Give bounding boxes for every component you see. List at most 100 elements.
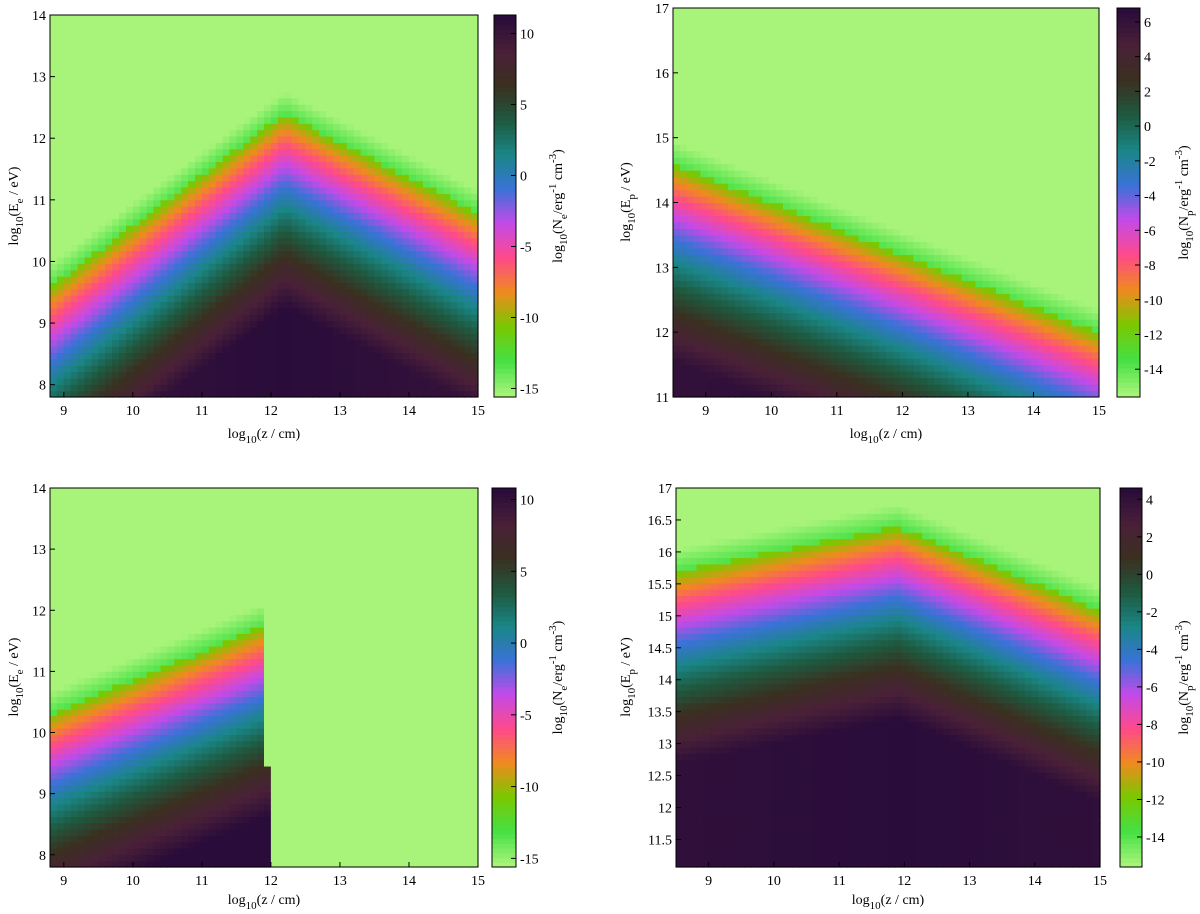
heatmap-cell	[707, 280, 715, 288]
heatmap-cell	[714, 319, 722, 327]
heatmap-cell	[208, 206, 217, 213]
heatmap-cell	[139, 180, 148, 188]
heatmap-cell	[346, 104, 355, 112]
heatmap-cell	[139, 244, 148, 252]
heatmap-cell	[374, 384, 382, 392]
heatmap-cell	[243, 326, 251, 334]
heatmap-cell	[112, 250, 120, 258]
heatmap-cell	[91, 65, 99, 73]
heatmap-cell	[270, 15, 279, 22]
heatmap-cell	[339, 237, 348, 245]
heatmap-cell	[700, 390, 708, 398]
heatmap-cell	[769, 254, 777, 262]
heatmap-cell	[721, 124, 729, 132]
heatmap-cell	[291, 78, 300, 86]
heatmap-cell	[693, 338, 702, 346]
heatmap-cell	[395, 269, 403, 277]
heatmap-cell	[346, 72, 355, 80]
heatmap-cell	[119, 256, 127, 264]
heatmap-cell	[215, 269, 224, 277]
heatmap-cell	[215, 352, 224, 360]
heatmap-cell	[132, 244, 141, 252]
heatmap-cell	[84, 129, 93, 137]
heatmap-cell	[755, 111, 763, 119]
heatmap-cell	[208, 314, 217, 322]
heatmap-cell	[415, 384, 424, 392]
heatmap-cell	[367, 59, 376, 67]
heatmap-cell	[277, 46, 286, 54]
heatmap-cell	[686, 234, 695, 242]
heatmap-cell	[112, 218, 120, 226]
heatmap-cell	[160, 326, 168, 334]
heatmap-cell	[215, 326, 224, 334]
heatmap-cell	[471, 116, 479, 124]
heatmap-cell	[194, 59, 203, 67]
heatmap-cell	[333, 212, 341, 220]
heatmap-cell	[443, 167, 451, 175]
heatmap-cell	[222, 250, 231, 258]
heatmap-cell	[229, 91, 237, 99]
heatmap-cell	[686, 196, 695, 204]
colorbar-segment	[494, 124, 516, 131]
colorbar-segment	[494, 225, 516, 231]
heatmap-cell	[319, 371, 327, 379]
heatmap-cell	[270, 186, 279, 194]
heatmap-cell	[229, 167, 237, 175]
heatmap-cell	[125, 212, 134, 220]
heatmap-cell	[741, 221, 750, 230]
heatmap-cell	[381, 288, 389, 296]
heatmap-cell	[762, 273, 770, 281]
heatmap-cell	[388, 256, 396, 264]
heatmap-cell	[436, 148, 445, 156]
heatmap-cell	[194, 116, 203, 124]
heatmap-cell	[457, 225, 465, 233]
heatmap-cell	[194, 180, 203, 188]
heatmap-cell	[264, 339, 272, 347]
heatmap-cell	[776, 332, 784, 340]
colorbar-tick-label: -15	[520, 382, 539, 397]
heatmap-cell	[339, 15, 348, 22]
heatmap-cell	[270, 142, 279, 150]
heatmap-cell	[264, 307, 272, 315]
heatmap-cell	[679, 260, 688, 268]
heatmap-cell	[284, 282, 293, 290]
heatmap-cell	[436, 53, 445, 61]
heatmap-cell	[776, 53, 784, 61]
heatmap-cell	[125, 314, 134, 322]
heatmap-cell	[236, 390, 244, 398]
heatmap-cell	[326, 358, 334, 366]
heatmap-cell	[333, 352, 341, 360]
y-tick-label: 14	[32, 9, 46, 24]
heatmap-cell	[769, 377, 777, 385]
heatmap-cell	[277, 167, 286, 175]
heatmap-cell	[693, 319, 702, 327]
heatmap-cell	[98, 72, 106, 80]
heatmap-cell	[215, 97, 224, 105]
heatmap-cell	[714, 325, 722, 333]
heatmap-cell	[146, 123, 155, 131]
heatmap-cell	[284, 333, 293, 341]
heatmap-cell	[402, 346, 410, 354]
heatmap-cell	[119, 307, 127, 315]
heatmap-cell	[291, 263, 300, 271]
heatmap-cell	[429, 218, 438, 226]
heatmap-cell	[471, 225, 479, 233]
heatmap-cell	[367, 199, 376, 207]
heatmap-cell	[91, 59, 99, 67]
heatmap-cell	[782, 150, 791, 158]
heatmap-cell	[84, 104, 93, 112]
heatmap-cell	[429, 123, 438, 131]
heatmap-cell	[776, 59, 784, 67]
heatmap-cell	[298, 276, 307, 283]
heatmap-cell	[693, 377, 702, 385]
heatmap-cell	[381, 346, 389, 354]
heatmap-cell	[181, 21, 189, 29]
heatmap-cell	[464, 352, 472, 360]
heatmap-cell	[693, 358, 702, 366]
heatmap-cell	[229, 250, 237, 258]
heatmap-cell	[727, 273, 736, 281]
heatmap-cell	[257, 110, 265, 118]
heatmap-cell	[333, 129, 341, 137]
heatmap-cell	[381, 365, 389, 373]
heatmap-cell	[776, 183, 784, 191]
